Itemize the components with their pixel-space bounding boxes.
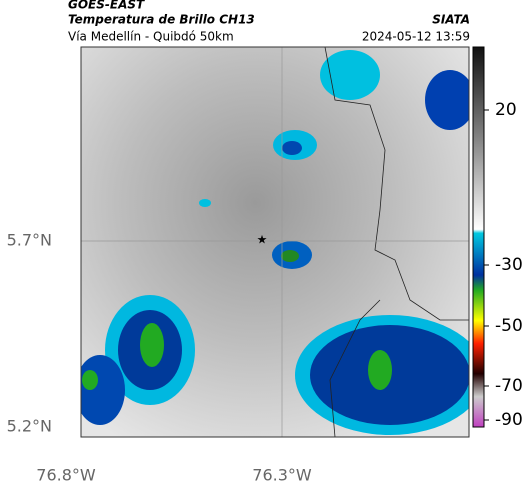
lon-label: 76.3°W xyxy=(252,466,312,485)
colorbar-label: 20 xyxy=(495,100,517,120)
lat-label: 5.7°N xyxy=(7,231,52,250)
map-frame xyxy=(80,46,470,438)
colorbar-label: -90 xyxy=(495,410,523,430)
colorbar-label: -50 xyxy=(495,316,523,336)
lat-label: 5.2°N xyxy=(7,417,52,436)
lon-label: 76.8°W xyxy=(36,466,96,485)
org: SIATA xyxy=(432,13,470,27)
marker: ★ xyxy=(257,233,268,247)
colorbar-ticks: 20 -30 -50 -70 -90 xyxy=(484,100,523,430)
colorbar xyxy=(472,46,485,428)
satellite-image xyxy=(81,47,469,437)
source: GOES-EAST xyxy=(68,0,145,12)
colorbar-label: -30 xyxy=(495,255,523,275)
subtitle: Vía Medellín - Quibdó 50km xyxy=(68,30,234,44)
colorbar-label: -70 xyxy=(495,376,523,396)
datetime: 2024-05-12 13:59 xyxy=(362,30,470,44)
title: Temperatura de Brillo CH13 xyxy=(68,13,255,27)
